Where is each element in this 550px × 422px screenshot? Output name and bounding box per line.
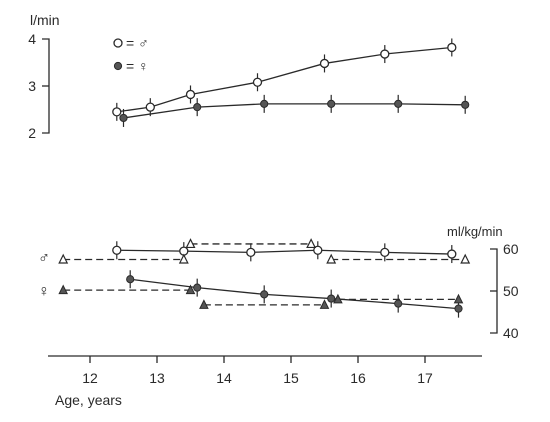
filled-circle-point xyxy=(193,283,202,292)
open-circle-point xyxy=(313,245,323,255)
open-circle-point xyxy=(447,249,457,259)
filled-circle-point xyxy=(394,299,403,308)
open-triangle-point xyxy=(178,253,189,264)
filled-circle-point xyxy=(461,100,470,109)
open-circle-point xyxy=(112,245,122,255)
filled-triangle-point xyxy=(453,293,464,304)
legend-label-male: = ♂ xyxy=(126,35,149,51)
x-tick-label: 16 xyxy=(350,370,366,386)
x-tick-label: 13 xyxy=(149,370,165,386)
bottom-y-tick-label: 40 xyxy=(503,325,519,341)
row-label-female: ♀ xyxy=(38,283,50,300)
x-tick-label: 14 xyxy=(216,370,232,386)
x-tick-label: 12 xyxy=(82,370,98,386)
open-circle-point xyxy=(252,77,263,87)
open-circle-point xyxy=(319,58,330,69)
bottom-panel: 60 50 40 ml/kg/min 12 13 14 15 16 17 Age, years ♂ ♀ xyxy=(38,224,519,408)
x-axis-label: Age, years xyxy=(55,392,122,408)
x-tick-label: 15 xyxy=(283,370,299,386)
open-triangle-point xyxy=(185,238,196,249)
open-circle-point xyxy=(447,42,457,53)
open-circle-point xyxy=(113,38,123,48)
bottom-series-line-0 xyxy=(116,249,452,255)
open-circle-point xyxy=(185,89,196,100)
bottom-series-line-4 xyxy=(130,278,459,310)
filled-circle-point xyxy=(119,113,128,123)
open-triangle-point xyxy=(460,253,471,264)
open-circle-point xyxy=(380,49,390,59)
top-y-tick-label: 3 xyxy=(28,78,36,94)
filled-triangle-point xyxy=(319,299,330,309)
open-triangle-point xyxy=(306,238,317,249)
filled-circle-point xyxy=(454,304,463,313)
filled-circle-point xyxy=(327,294,336,303)
filled-circle-point xyxy=(260,290,269,299)
open-circle-point xyxy=(112,107,122,117)
filled-triangle-point xyxy=(199,299,209,309)
open-circle-point xyxy=(145,102,155,112)
top-series-line-1 xyxy=(123,103,466,119)
bottom-y-axis-label: ml/kg/min xyxy=(447,224,503,239)
top-y-axis-label: l/min xyxy=(30,12,60,28)
open-triangle-point xyxy=(58,253,69,264)
filled-circle-point xyxy=(260,99,269,108)
filled-triangle-point xyxy=(58,284,69,295)
bottom-y-tick-label: 50 xyxy=(503,283,519,299)
filled-circle-point xyxy=(193,103,202,112)
filled-circle-point xyxy=(126,275,135,284)
row-label-male: ♂ xyxy=(38,250,50,267)
filled-circle-point xyxy=(327,99,336,108)
open-circle-point xyxy=(380,247,390,258)
top-panel: 4 3 2 l/min = ♂ = ♀ xyxy=(28,12,470,141)
top-y-tick-label: 4 xyxy=(28,31,36,47)
filled-triangle-point xyxy=(185,284,196,295)
filled-circle-point xyxy=(113,61,123,71)
open-circle-point xyxy=(246,247,256,258)
top-y-tick-label: 2 xyxy=(28,125,36,141)
legend-label-female: = ♀ xyxy=(126,58,149,74)
filled-triangle-point xyxy=(333,293,343,304)
filled-circle-point xyxy=(394,99,403,108)
x-tick-label: 17 xyxy=(417,370,433,386)
bottom-y-tick-label: 60 xyxy=(503,241,519,257)
open-triangle-point xyxy=(326,253,337,264)
